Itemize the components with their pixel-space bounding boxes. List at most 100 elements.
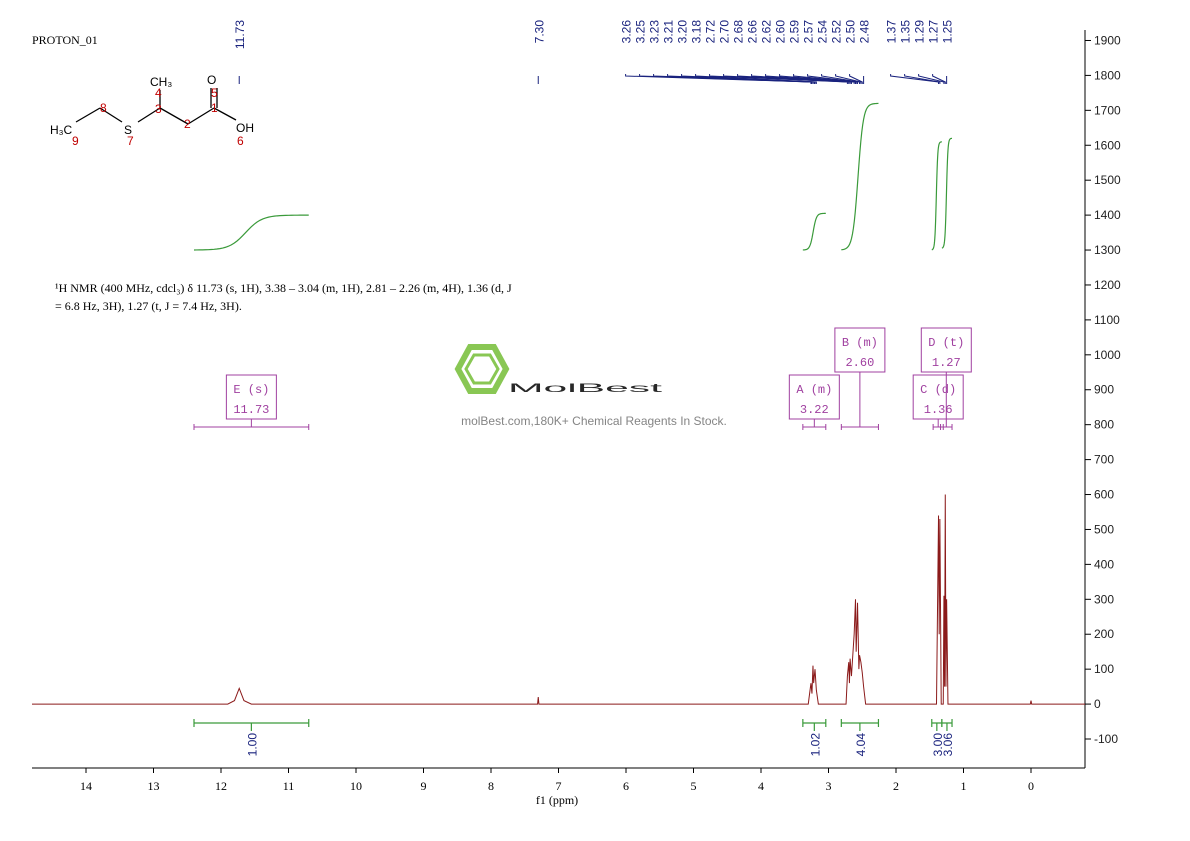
peak-connector [821,74,861,84]
locant: 5 [211,86,218,100]
multiplet-name: C (d) [920,383,956,397]
peak-label: 2.66 [746,20,760,44]
multiplet-name: A (m) [796,383,832,397]
peak-connector [765,74,855,84]
integral-label: 1.00 [245,733,259,757]
x-tick-label: 4 [758,779,764,793]
atom: O [207,73,216,87]
peak-label: 1.25 [941,20,955,44]
peak-label: 3.25 [634,20,648,44]
atom: H₃C [50,123,73,137]
y-tick-label: 700 [1094,453,1114,467]
y-tick-label: 600 [1094,488,1114,502]
locant: 7 [127,134,134,148]
peak-label: 2.54 [816,20,830,44]
logo [464,353,500,385]
y-tick-label: 900 [1094,383,1114,397]
y-tick-label: 400 [1094,557,1114,571]
peak-connector [695,74,817,84]
peak-label: 3.20 [676,20,690,44]
peak-connector [779,74,856,84]
x-tick-label: 14 [80,779,92,793]
integral-bracket [840,719,880,731]
x-tick-label: 7 [556,779,562,793]
x-tick-label: 2 [893,779,899,793]
watermark: MolBest molBest.com,180K+ Chemical Reage… [454,344,727,428]
peak-connector [918,74,945,84]
y-tick-label: 1900 [1094,33,1121,47]
atom: OH [236,121,254,135]
locant: 2 [184,117,191,131]
multiplet-bracket [193,424,310,430]
peak-connector [904,74,941,84]
peak-label: 3.23 [648,20,662,44]
bond [137,107,161,123]
integral-curve [841,102,879,251]
peak-label: 2.68 [732,20,746,44]
peak-label: 2.70 [718,20,732,44]
integral-bracket [193,719,310,731]
locants: 1 2 3 4 5 6 7 8 9 [72,86,244,148]
integral-label: 4.04 [854,733,868,757]
multiplet-bracket [802,424,827,430]
peak-label: 11.73 [233,20,247,49]
multiplet-name: E (s) [233,383,269,397]
multiplet-box [788,374,840,420]
x-tick-label: 13 [148,779,160,793]
atom: CH₃ [150,75,172,89]
y-tick-label: 1000 [1094,348,1121,362]
chart-title: PROTON_01 [32,33,98,47]
peak-connector [807,74,859,84]
peak-label: 7.30 [532,20,546,44]
peak-connector [932,74,946,84]
x-tick-label: 8 [488,779,494,793]
x-tick-label: 11 [283,779,295,793]
y-tick-label: 1800 [1094,68,1121,82]
integral-label: 3.06 [941,733,955,757]
y-tick-label: 1100 [1094,313,1120,327]
y-tick-label: 1400 [1094,208,1121,222]
peak-label: 3.21 [662,20,676,44]
bond [187,107,215,125]
structure [75,88,237,125]
y-tick-label: 1700 [1094,103,1121,117]
multiplet-shift: 1.27 [932,356,961,370]
locant: 3 [155,102,162,116]
watermark-tagline: molBest.com,180K+ Chemical Reagents In S… [461,414,727,428]
integral-label: 3.00 [931,733,945,757]
x-tick-label: 6 [623,779,629,793]
multiplet-box [834,327,886,373]
bond [213,107,237,121]
peak-label: 1.37 [885,20,899,44]
integral-curve [802,212,826,251]
peak-label: 1.27 [927,20,941,44]
peak-connector [751,74,852,84]
y-tick-label: 100 [1094,662,1114,676]
y-tick-label: 1600 [1094,138,1121,152]
integral-curve [193,214,309,251]
peak-label: 2.57 [802,20,816,44]
peak-label: 3.18 [690,20,704,44]
structure-text: CH₃ O H₃C S OH [50,73,254,137]
multiplet-shift: 1.36 [924,403,953,417]
x-tick-label: 5 [691,779,697,793]
peak-label: 2.59 [788,20,802,44]
bond [75,107,101,123]
peak-label: 1.29 [913,20,927,44]
bond [99,107,123,123]
description: ¹H NMR (400 MHz, cdcl₃) δ 11.73 (s, 1H),… [55,281,512,295]
multiplet-shift: 11.73 [233,403,269,417]
peak-connector [849,74,863,84]
peak-label: 2.60 [774,20,788,44]
y-tick-label: -100 [1094,732,1118,746]
x-tick-label: 1 [961,779,967,793]
multiplet-bracket [940,424,953,430]
locant: 6 [237,134,244,148]
y-tick-label: 200 [1094,627,1114,641]
peak-label: 2.52 [830,20,844,44]
y-tick-label: 1300 [1094,243,1121,257]
integral-bracket [941,719,953,731]
multiplet-name: B (m) [842,336,878,350]
